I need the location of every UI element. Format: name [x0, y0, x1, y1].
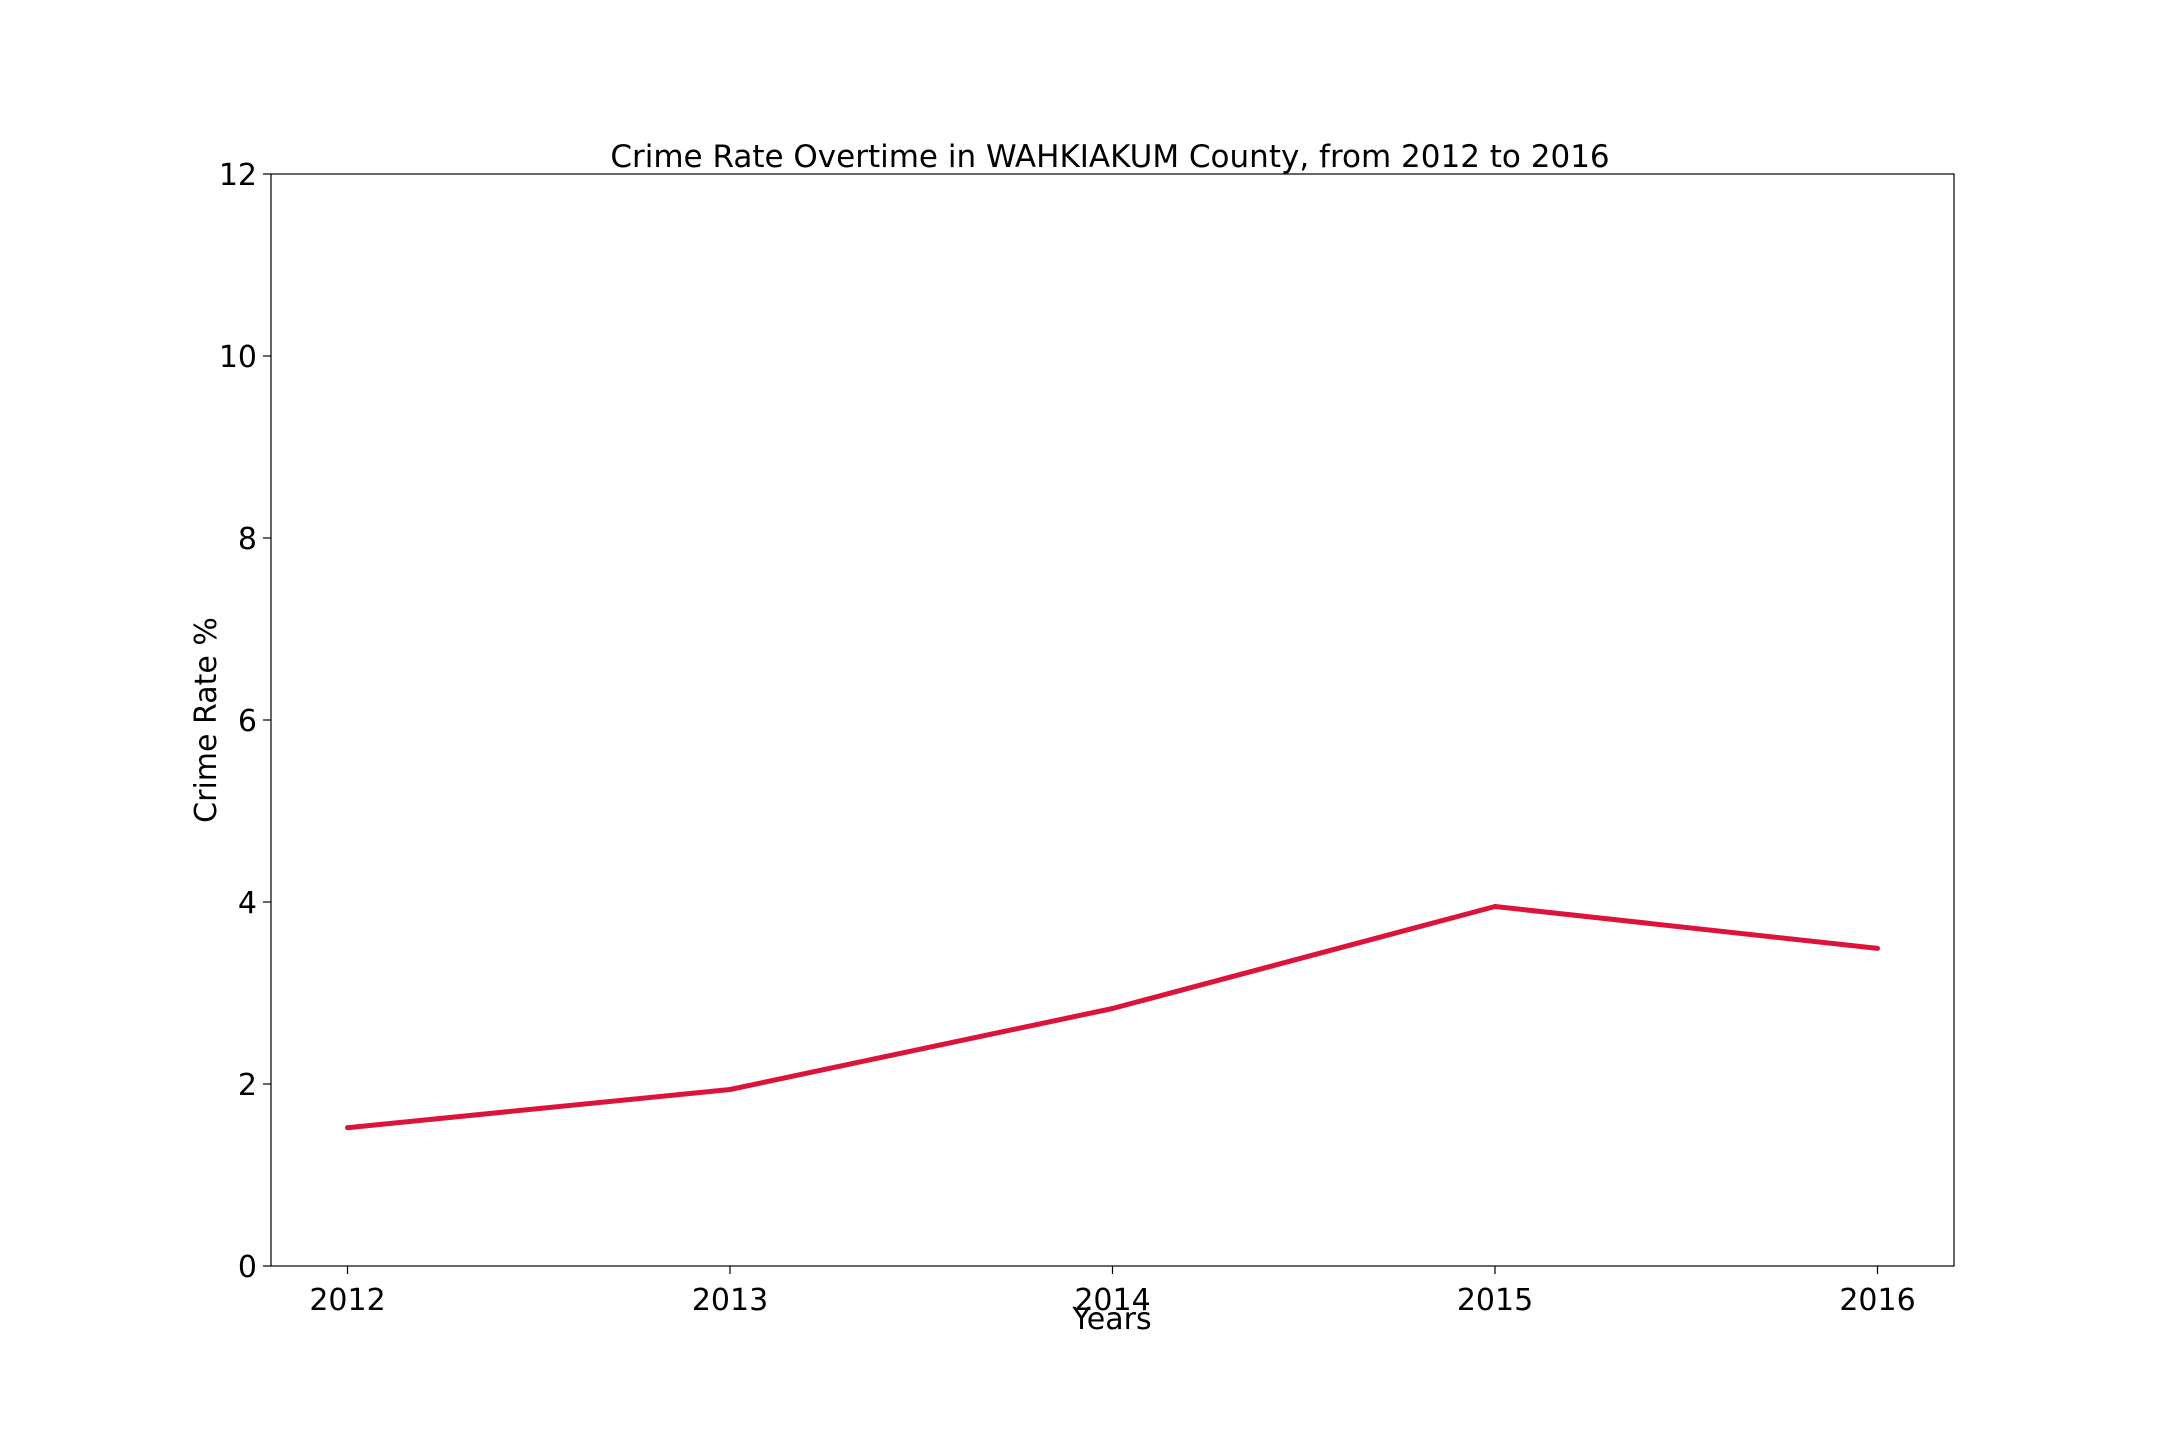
- series-line: [347, 904, 1878, 1131]
- x-tick-label: 2012: [309, 1283, 385, 1318]
- y-tick-label: 0: [238, 1250, 257, 1285]
- x-axis-label: Years: [1071, 1302, 1151, 1337]
- chart-title: Crime Rate Overtime in WAHKIAKUM County,…: [610, 139, 1609, 175]
- x-tick-label: 2014: [1074, 1283, 1150, 1318]
- data-point: [1110, 1005, 1115, 1011]
- data-point: [727, 1086, 733, 1092]
- data-point: [1492, 904, 1498, 910]
- y-tick-label: 4: [238, 886, 257, 921]
- x-axis: 2012 2013 2014 2015 2016: [309, 1266, 1916, 1318]
- series-points: [345, 904, 1880, 1131]
- data-point: [345, 1125, 350, 1131]
- y-axis-label: Crime Rate %: [189, 617, 224, 823]
- plot-area-frame: [270, 173, 1955, 1267]
- data-point: [1875, 945, 1880, 951]
- x-tick-label: 2015: [1457, 1283, 1533, 1318]
- y-tick-label: 12: [219, 158, 257, 193]
- y-tick-label: 10: [219, 340, 257, 375]
- y-tick-label: 2: [238, 1068, 257, 1103]
- y-tick-label: 8: [238, 522, 257, 557]
- x-tick-label: 2013: [692, 1283, 768, 1318]
- x-tick-label: 2016: [1839, 1283, 1915, 1318]
- y-axis: 0 2 4 6 8 10 12: [219, 158, 271, 1285]
- y-tick-label: 6: [238, 704, 257, 739]
